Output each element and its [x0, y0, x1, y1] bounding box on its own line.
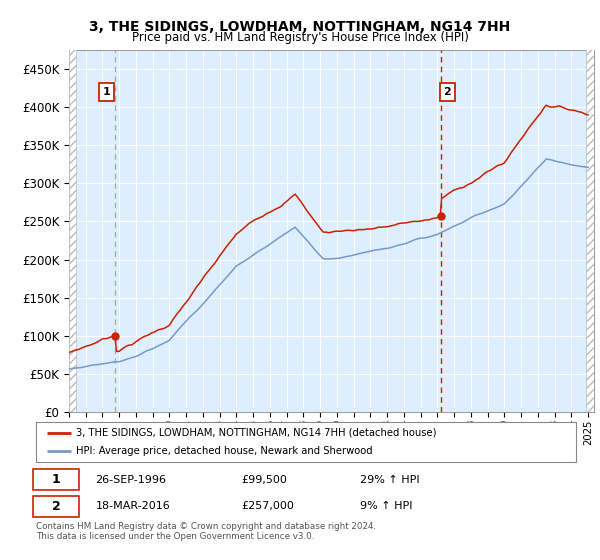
Text: HPI: Average price, detached house, Newark and Sherwood: HPI: Average price, detached house, Newa…: [77, 446, 373, 456]
Text: 2: 2: [52, 500, 61, 513]
Bar: [586, 31, 594, 412]
Text: 26-SEP-1996: 26-SEP-1996: [95, 475, 166, 485]
Text: Price paid vs. HM Land Registry's House Price Index (HPI): Price paid vs. HM Land Registry's House …: [131, 31, 469, 44]
FancyBboxPatch shape: [34, 469, 79, 491]
Text: £99,500: £99,500: [241, 475, 287, 485]
Text: 9% ↑ HPI: 9% ↑ HPI: [360, 501, 413, 511]
Text: 1: 1: [52, 473, 61, 486]
Text: 18-MAR-2016: 18-MAR-2016: [95, 501, 170, 511]
Text: 3, THE SIDINGS, LOWDHAM, NOTTINGHAM, NG14 7HH: 3, THE SIDINGS, LOWDHAM, NOTTINGHAM, NG1…: [89, 20, 511, 34]
Text: This data is licensed under the Open Government Licence v3.0.: This data is licensed under the Open Gov…: [36, 532, 314, 541]
FancyBboxPatch shape: [34, 496, 79, 517]
FancyBboxPatch shape: [36, 422, 576, 462]
Text: 2: 2: [443, 87, 451, 97]
Text: 29% ↑ HPI: 29% ↑ HPI: [360, 475, 419, 485]
Text: Contains HM Land Registry data © Crown copyright and database right 2024.: Contains HM Land Registry data © Crown c…: [36, 522, 376, 531]
Text: 1: 1: [103, 87, 110, 97]
Bar: [69, 31, 76, 412]
Text: £257,000: £257,000: [241, 501, 294, 511]
Text: 3, THE SIDINGS, LOWDHAM, NOTTINGHAM, NG14 7HH (detached house): 3, THE SIDINGS, LOWDHAM, NOTTINGHAM, NG1…: [77, 428, 437, 437]
